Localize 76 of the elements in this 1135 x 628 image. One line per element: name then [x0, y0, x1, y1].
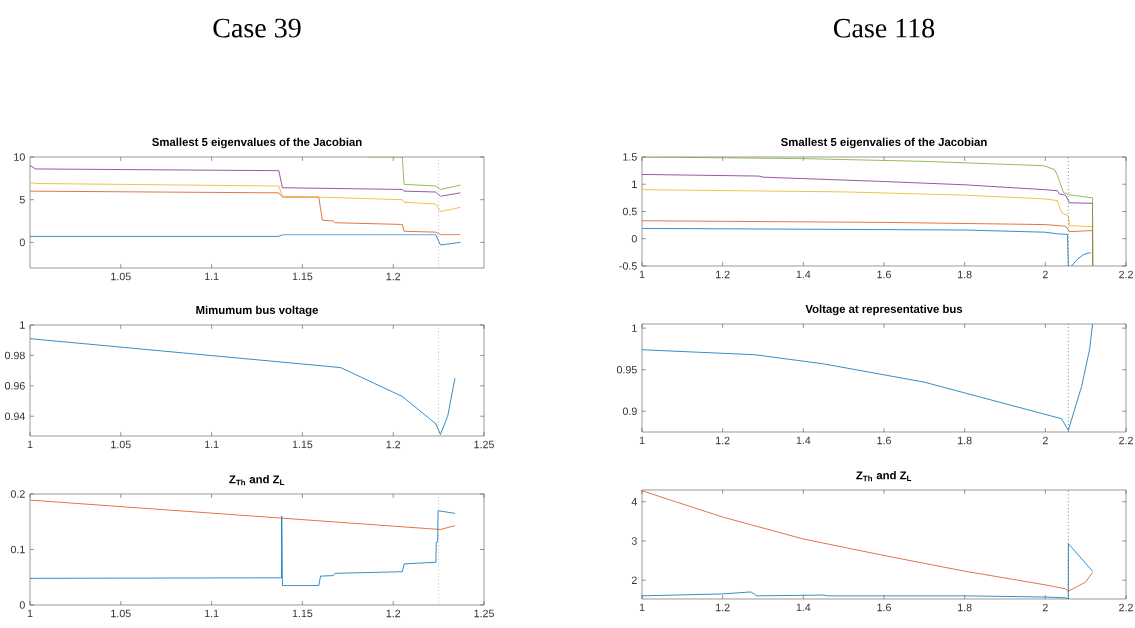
x-tick-label: 1: [639, 270, 645, 279]
line-series: [642, 490, 1093, 592]
y-tick-label: 4: [631, 498, 637, 506]
y-tick-label: -0.5: [619, 262, 637, 270]
y-tick-label: 0.95: [616, 365, 637, 374]
x-tick-label: 1.2: [386, 609, 401, 618]
y-tick-label: 0: [19, 601, 25, 609]
x-tick-label: 1.15: [292, 440, 313, 449]
x-tick-label: 1.1: [205, 272, 219, 281]
x-tick-label: 1.05: [111, 609, 131, 618]
y-tick-label: 0.2: [10, 490, 25, 498]
chart-title: Smallest 5 eigenvalues of the Jacobian: [152, 137, 362, 149]
y-tick-label: 0.5: [622, 207, 637, 216]
x-tick-label: 1.2: [386, 272, 401, 281]
line-series: [30, 190, 461, 236]
y-tick-label: 2: [631, 576, 637, 584]
y-tick-label: 0.94: [4, 412, 25, 421]
x-tick-label: 1.4: [796, 436, 811, 445]
line-series: [642, 543, 1093, 599]
x-tick-label: 1.6: [877, 436, 891, 445]
x-tick-label: 2.2: [1119, 270, 1133, 279]
y-tick-label: 10: [14, 153, 25, 161]
x-tick-label: 1.15: [292, 272, 313, 281]
y-tick-label: 0.9: [622, 407, 637, 415]
x-tick-label: 1.15: [292, 609, 313, 618]
x-tick-label: 1.05: [111, 440, 131, 449]
line-series: [367, 157, 461, 190]
chart-title: Voltage at representative bus: [805, 304, 963, 316]
y-tick-label: 1: [632, 180, 637, 188]
line-series: [30, 165, 461, 197]
y-tick-label: 5: [19, 195, 25, 204]
x-tick-label: 1.8: [958, 436, 972, 445]
x-tick-label: 1.8: [958, 603, 972, 612]
chart-title: Mimumum bus voltage: [196, 305, 319, 317]
line-series: [30, 510, 456, 586]
x-tick-label: 2: [1042, 603, 1048, 612]
x-tick-label: 1: [27, 609, 33, 618]
x-tick-label: 2: [1042, 436, 1048, 445]
y-tick-label: 0.1: [10, 545, 25, 554]
x-tick-label: 1.1: [205, 440, 219, 449]
y-tick-label: 1: [632, 324, 637, 332]
x-tick-label: 1.2: [386, 440, 401, 449]
x-tick-label: 1.2: [716, 436, 730, 445]
x-tick-label: 1.2: [716, 603, 730, 612]
x-tick-label: 2.2: [1119, 603, 1133, 612]
x-tick-label: 1.25: [474, 440, 494, 449]
x-tick-label: 1.1: [205, 609, 219, 618]
x-tick-label: 1.8: [958, 270, 972, 279]
y-tick-label: 1: [20, 321, 25, 329]
y-tick-label: 0: [631, 234, 637, 243]
x-tick-label: 1.05: [111, 272, 131, 281]
x-tick-label: 1.4: [796, 603, 811, 612]
chart-title: Z$_{Th}$ and Z$_{L}$: [229, 474, 285, 486]
x-tick-label: 1.2: [716, 270, 730, 279]
y-tick-label: 1.5: [623, 153, 637, 161]
x-tick-label: 1.6: [877, 270, 891, 279]
x-tick-label: 1.4: [796, 270, 811, 279]
x-tick-label: 1: [639, 603, 645, 612]
text: Case 39: [213, 18, 301, 38]
x-tick-label: 1.6: [877, 603, 891, 612]
line-series: [642, 157, 1094, 266]
x-tick-label: 1.25: [474, 609, 494, 618]
y-tick-label: 0.98: [4, 351, 25, 360]
line-series: [642, 323, 1093, 431]
y-tick-label: 0: [19, 238, 25, 247]
y-tick-label: 0.96: [4, 382, 25, 390]
y-tick-label: 3: [631, 537, 637, 545]
x-tick-label: 1: [27, 440, 33, 449]
x-tick-label: 2.2: [1119, 436, 1133, 445]
line-series: [30, 182, 461, 213]
line-series: [30, 338, 456, 435]
chart-title: Z$_{Th}$ and Z$_{L}$: [856, 470, 912, 482]
x-tick-label: 2: [1042, 270, 1048, 279]
x-tick-label: 1: [639, 436, 645, 445]
text: Case 118: [833, 18, 935, 38]
chart-title: Smallest 5 eigenvalies of the Jacobian: [781, 137, 987, 149]
